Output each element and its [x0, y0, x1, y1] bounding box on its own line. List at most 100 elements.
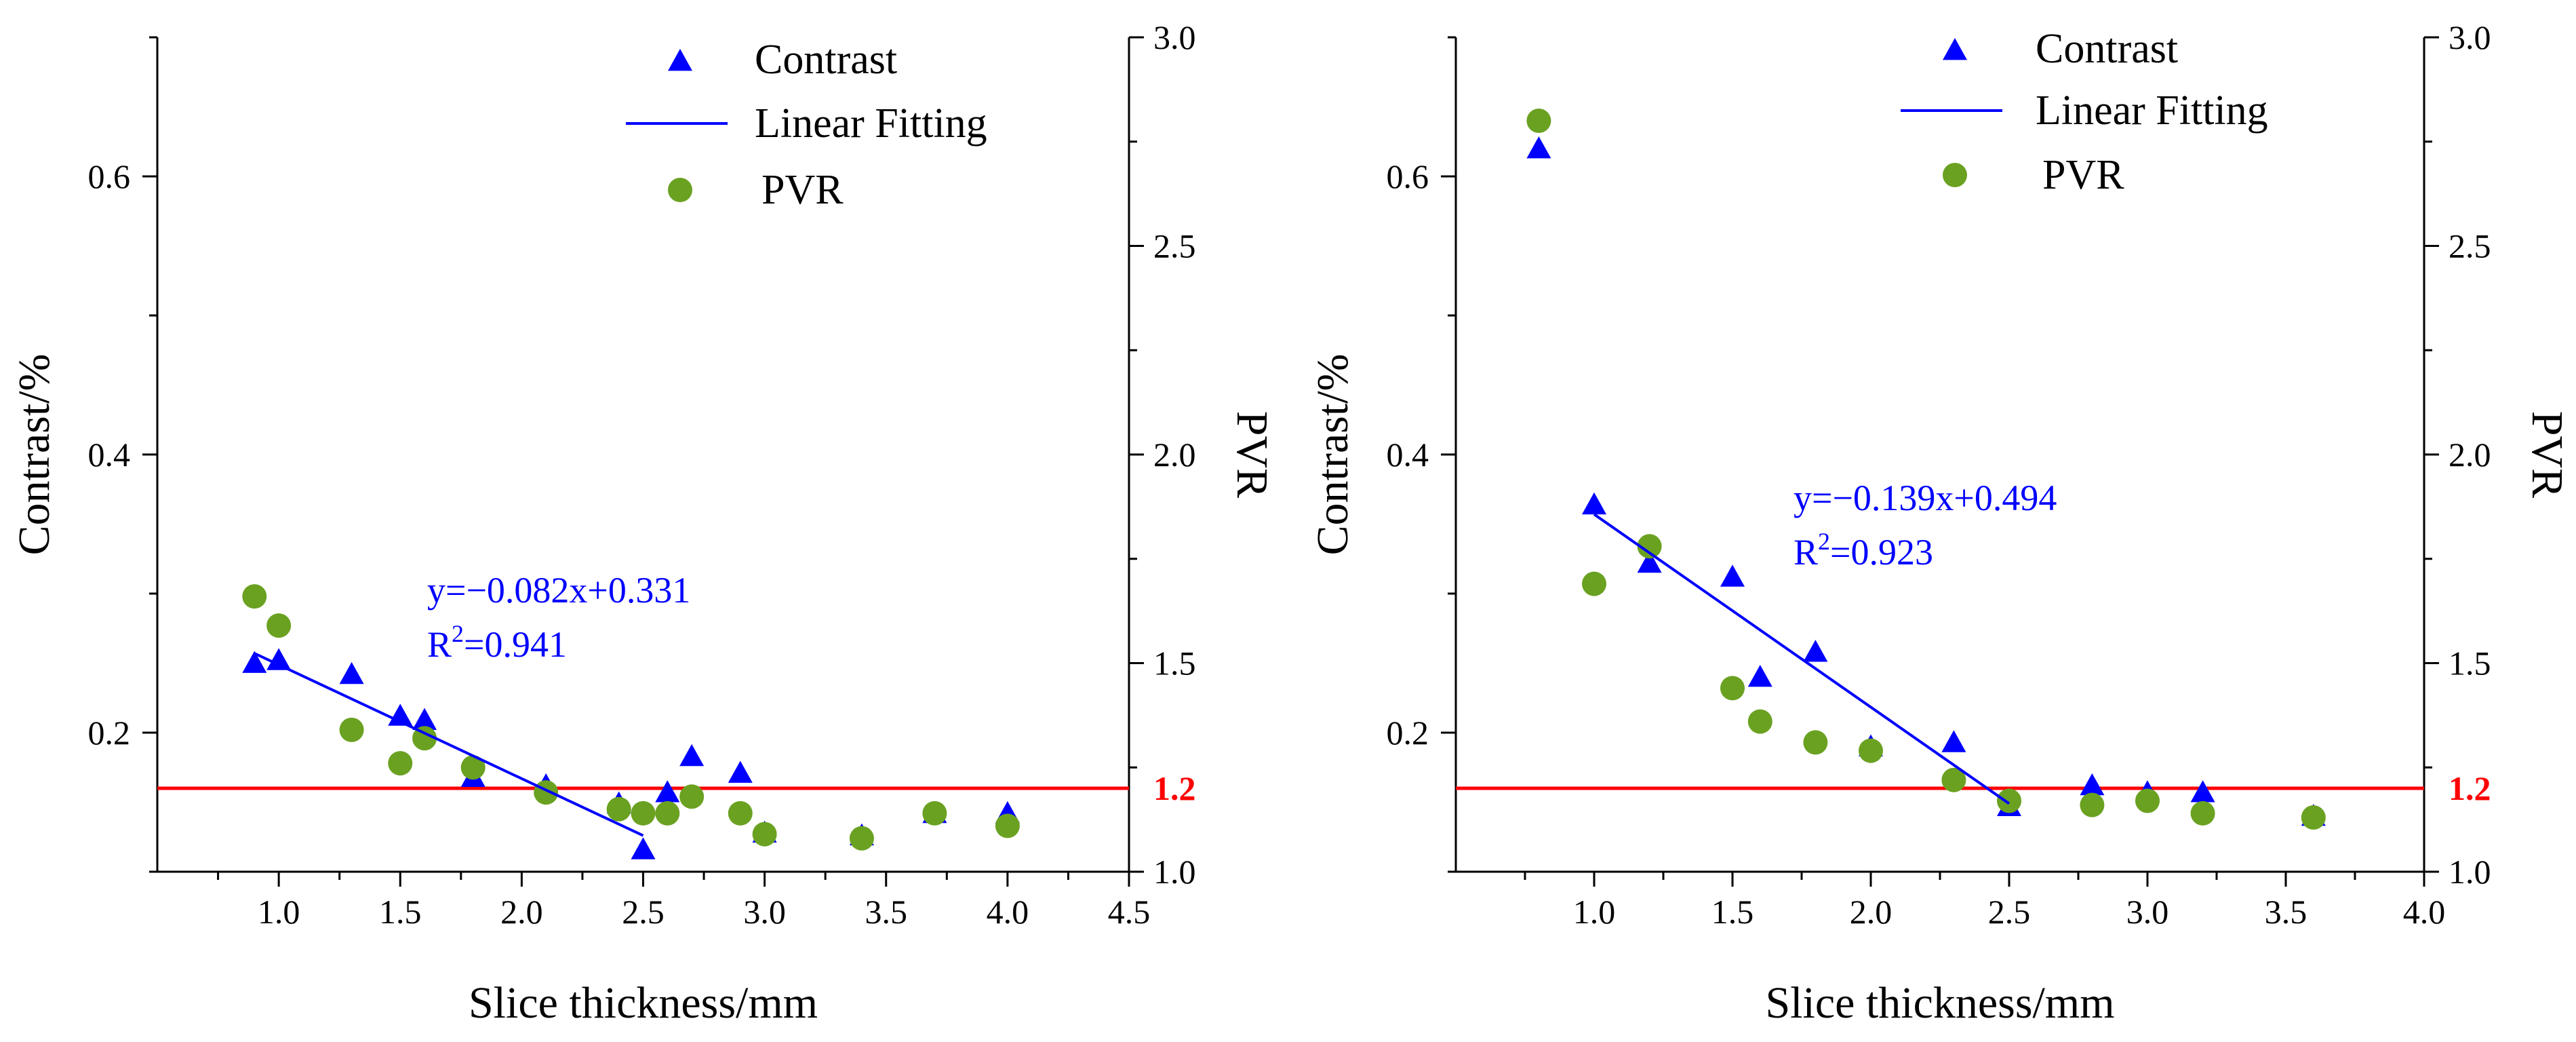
contrast-point	[1803, 640, 1828, 662]
legend-pvr-marker	[1943, 163, 1967, 187]
legend: Contrast Linear Fitting PVR	[626, 37, 987, 213]
contrast-point	[2190, 780, 2215, 803]
y-tick-label-left: 0.2	[88, 714, 131, 752]
series-pvr	[242, 584, 1020, 851]
x-tick-label: 1.5	[1711, 893, 1754, 931]
pvr-point	[1747, 709, 1772, 734]
pvr-point	[1859, 738, 1883, 763]
pvr-point	[655, 800, 680, 826]
legend-contrast-marker	[1943, 38, 1967, 60]
x-tick-label: 2.5	[622, 893, 665, 931]
r2-prefix: R	[1794, 532, 1818, 573]
x-tick-label: 3.0	[2126, 893, 2169, 931]
pvr-point	[1526, 109, 1551, 133]
y-axis-title-right: PVR	[2522, 411, 2572, 498]
legend-fit-label: Linear Fitting	[755, 100, 987, 147]
pvr-point	[752, 822, 777, 847]
r2-value: =0.941	[464, 624, 567, 665]
pvr-point	[2135, 788, 2160, 813]
contrast-point	[2080, 773, 2105, 796]
fit-r-squared: R2=0.941	[427, 620, 567, 665]
threshold-label: 1.2	[1153, 769, 1196, 807]
chart-panel-1: 1.0 1.5 2.0 2.5 3.0 3.5 4.0 4.5 0.2 0.4 0.6 1.0 1.5 2…	[9, 18, 1277, 1028]
y-tick-label-left: 0.6	[88, 157, 131, 195]
y-tick-label-right: 2.0	[2449, 436, 2491, 474]
legend-contrast-label: Contrast	[755, 37, 897, 83]
y-tick-label-right: 2.0	[1153, 436, 1196, 474]
contrast-point	[655, 780, 680, 803]
pvr-point	[1803, 730, 1828, 755]
fit-r-squared: R2=0.923	[1794, 528, 1933, 573]
x-tick-label: 4.0	[987, 893, 1029, 931]
pvr-point	[1720, 676, 1745, 701]
y-tick-label-left: 0.6	[1387, 157, 1429, 195]
linear-fit-line	[254, 652, 644, 837]
y-tick-label-right: 1.0	[2449, 853, 2491, 891]
y-tick-label-right: 2.5	[2449, 227, 2491, 265]
contrast-point	[242, 651, 267, 673]
contrast-point	[728, 760, 753, 783]
legend-pvr-marker	[668, 178, 692, 202]
y-axis-title-right: PVR	[1227, 411, 1277, 498]
contrast-point	[631, 837, 656, 860]
pvr-point	[460, 755, 486, 780]
contrast-point	[266, 648, 292, 670]
pvr-point	[1582, 571, 1606, 596]
fit-annotation: y=−0.139x+0.494 R2=0.923	[1794, 478, 2057, 573]
pvr-point	[266, 613, 292, 638]
pvr-point	[679, 784, 705, 809]
x-tick-label: 3.0	[743, 893, 786, 931]
x-tick-label: 1.0	[1573, 893, 1616, 931]
contrast-point	[1526, 136, 1551, 159]
y-tick-label-right: 3.0	[1153, 18, 1196, 56]
contrast-point	[1720, 564, 1745, 587]
contrast-point	[1941, 730, 1966, 752]
x-axis-title: Slice thickness/mm	[1765, 978, 2114, 1028]
pvr-point	[1637, 534, 1662, 559]
pvr-point	[995, 813, 1020, 838]
r2-prefix: R	[427, 624, 452, 665]
y-tick-label-left: 0.4	[1387, 436, 1429, 474]
pvr-point	[2301, 805, 2326, 830]
x-tick-label: 3.5	[2265, 893, 2307, 931]
pvr-point	[388, 751, 413, 776]
pvr-point	[1941, 767, 1966, 792]
y-tick-label-right: 3.0	[2449, 18, 2491, 56]
legend-contrast-marker	[668, 49, 692, 71]
pvr-point	[728, 800, 753, 826]
contrast-point	[339, 661, 364, 684]
y-tick-label-right: 1.0	[1153, 853, 1196, 891]
fit-equation: y=−0.082x+0.331	[427, 570, 690, 611]
pvr-point	[631, 800, 656, 826]
y-tick-label-right: 1.5	[2449, 644, 2491, 682]
y-axis-title-left: Contrast/%	[1308, 354, 1358, 556]
contrast-point	[1582, 492, 1606, 515]
pvr-point	[2190, 800, 2215, 826]
x-tick-label: 2.5	[1988, 893, 2031, 931]
x-tick-label: 1.0	[258, 893, 300, 931]
pvr-point	[1997, 788, 2021, 813]
y-tick-label-right: 2.5	[1153, 227, 1196, 265]
series-pvr	[1526, 109, 2326, 830]
pvr-point	[922, 800, 947, 826]
series-linear-fitting	[1593, 513, 2010, 805]
r2-value: =0.923	[1830, 532, 1933, 573]
pvr-point	[534, 780, 559, 805]
linear-fit-line	[1593, 513, 2010, 805]
y-tick-label-left: 0.2	[1387, 714, 1429, 752]
x-tick-label: 2.0	[500, 893, 543, 931]
legend-contrast-label: Contrast	[2036, 26, 2178, 72]
r2-superscript: 2	[1818, 528, 1830, 555]
chart-panel-2: 1.0 1.5 2.0 2.5 3.0 3.5 4.0 0.2 0.4 0.6 1.0 1.5 2.0 2…	[1308, 18, 2572, 1028]
x-tick-label: 4.0	[2403, 893, 2446, 931]
x-tick-label: 4.5	[1108, 893, 1151, 931]
y-axis-title-left: Contrast/%	[9, 354, 59, 556]
r2-superscript: 2	[452, 620, 464, 647]
series-linear-fitting	[254, 652, 644, 837]
y-tick-label-left: 0.4	[88, 436, 131, 474]
x-tick-label: 3.5	[865, 893, 908, 931]
pvr-point	[606, 796, 631, 822]
legend-fit-label: Linear Fitting	[2036, 88, 2268, 134]
